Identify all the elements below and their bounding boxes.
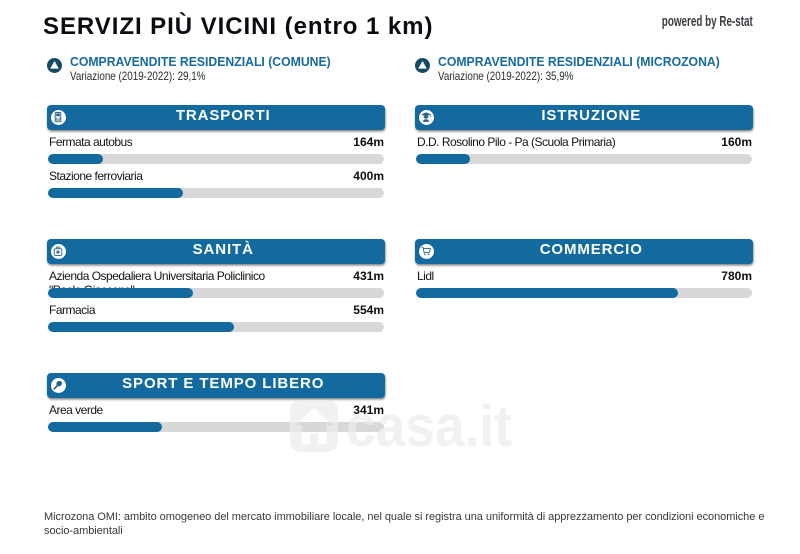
svg-text:casa.it: casa.it <box>346 395 512 459</box>
